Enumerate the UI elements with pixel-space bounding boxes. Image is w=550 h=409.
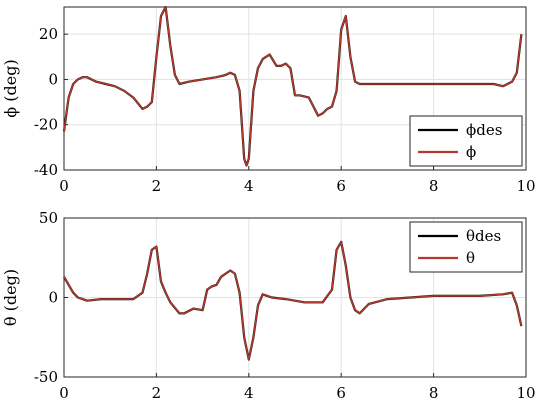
panel-2-ylabel: θ (deg): [1, 269, 20, 326]
panel-2-ytick-label: 50: [39, 209, 58, 227]
panel-1-legend-box: [409, 115, 523, 167]
panel-1-ytick-label: -40: [34, 161, 58, 179]
panel-2-series-2-line: [63, 241, 523, 361]
panel-2-xtick-label: 4: [244, 384, 254, 402]
panel-1: 0 2 4 6 8 10 -40 -20 0 20 ϕ (deg) ϕdes ϕ: [1, 5, 536, 195]
panel-1-xtick-label: 10: [516, 177, 535, 195]
panel-2-xtick-label: 6: [336, 384, 346, 402]
panel-2-legend-box: [409, 221, 523, 273]
panel-1-xtick-label: 0: [59, 177, 69, 195]
panel-1-ytick-label: 20: [39, 25, 58, 43]
panel-1-axes-box: [63, 6, 527, 171]
panel-1-xtick-label: 8: [429, 177, 439, 195]
panel-1-xtick-label: 2: [152, 177, 162, 195]
panel-2-xtick-label: 10: [516, 384, 535, 402]
panel-2-legend-label-1: θdes: [466, 227, 501, 245]
panel-1-legend: ϕdes ϕ: [409, 115, 523, 167]
panel-1-ytick-label: 0: [48, 70, 58, 88]
panel-2-ytick-label: 0: [48, 289, 58, 307]
panel-1-ylabel: ϕ (deg): [1, 59, 20, 117]
panel-1-legend-label-2: ϕ: [466, 143, 476, 161]
panel-1-series-2-line: [63, 6, 523, 167]
panel-2-legend-label-2: θ: [466, 249, 475, 267]
panel-2-xtick-label: 2: [152, 384, 162, 402]
panel-2-legend: θdes θ: [409, 221, 523, 273]
panel-1-xtick-label: 4: [244, 177, 254, 195]
panel-2-xtick-label: 0: [59, 384, 69, 402]
panel-2-xtick-label: 8: [429, 384, 439, 402]
panel-2-ytick-label: -50: [34, 368, 58, 386]
panel-1-legend-label-1: ϕdes: [466, 121, 502, 139]
panel-1-xtick-label: 6: [336, 177, 346, 195]
panel-1-ytick-label: -20: [34, 116, 58, 134]
